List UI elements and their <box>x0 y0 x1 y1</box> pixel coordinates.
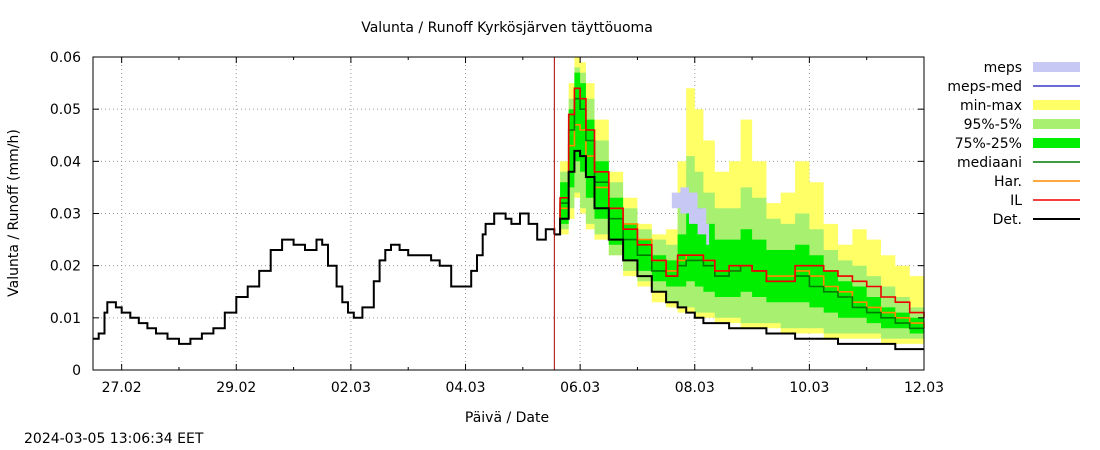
x-tick-label: 06.03 <box>560 380 600 396</box>
legend-label-har: Har. <box>994 174 1022 190</box>
legend-label-det: Det. <box>993 212 1022 228</box>
legend: meps meps-med min-max 95%-5% 75%-25% mediaani… <box>947 60 1080 228</box>
x-tick-label: 29.02 <box>216 380 256 396</box>
y-tick-label: 0.05 <box>50 102 81 118</box>
x-tick-label: 27.02 <box>102 380 142 396</box>
legend-swatch-p95_5 <box>1033 119 1080 129</box>
x-tick-label: 02.03 <box>331 380 371 396</box>
x-tick-label: 04.03 <box>445 380 485 396</box>
x-tick-label: 08.03 <box>675 380 715 396</box>
x-axis-ticks: 27.02 29.02 02.03 04.03 06.03 08.03 10.03 12.03 <box>102 57 944 396</box>
legend-label-minmax: min-max <box>960 98 1022 114</box>
line-observed <box>93 212 556 345</box>
legend-label-meps_med: meps-med <box>947 79 1022 95</box>
y-axis-label: Valunta / Runoff (mm/h) <box>6 129 22 297</box>
legend-label-meps: meps <box>984 60 1022 76</box>
line-det <box>554 149 924 351</box>
y-tick-label: 0.06 <box>50 50 81 66</box>
y-tick-label: 0.04 <box>50 154 81 170</box>
y-tick-label: 0 <box>72 363 81 379</box>
legend-swatch-meps <box>1033 62 1080 72</box>
legend-swatch-minmax <box>1033 100 1080 110</box>
legend-label-il: IL <box>1010 193 1022 209</box>
band-meps <box>671 187 710 250</box>
chart-title: Valunta / Runoff Kyrkösjärven täyttöuoma <box>361 20 653 36</box>
legend-label-mediaani: mediaani <box>957 155 1022 171</box>
y-tick-label: 0.02 <box>50 259 81 275</box>
line-mediaani <box>554 97 924 330</box>
line-series <box>93 87 925 351</box>
legend-swatch-p75_25 <box>1033 138 1080 148</box>
y-axis-ticks: 0 0.01 0.02 0.03 0.04 0.05 0.06 <box>50 50 924 379</box>
line-il <box>554 87 925 318</box>
legend-label-p75_25: 75%-25% <box>955 136 1022 152</box>
plot-area <box>92 56 925 371</box>
legend-label-p95_5: 95%-5% <box>964 117 1022 133</box>
x-tick-label: 10.03 <box>789 380 829 396</box>
y-tick-label: 0.01 <box>50 311 81 327</box>
band-p75_25 <box>554 72 924 334</box>
timestamp: 2024-03-05 13:06:34 EET <box>24 431 204 447</box>
y-tick-label: 0.03 <box>50 207 81 223</box>
x-axis-label: Päivä / Date <box>465 410 549 426</box>
x-tick-label: 12.03 <box>904 380 944 396</box>
